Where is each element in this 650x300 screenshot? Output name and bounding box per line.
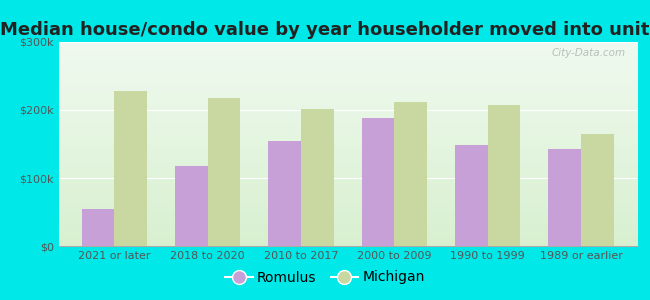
Bar xyxy=(301,109,333,246)
Bar xyxy=(175,166,208,246)
Bar xyxy=(488,105,521,246)
Text: Median house/condo value by year householder moved into unit: Median house/condo value by year househo… xyxy=(0,21,650,39)
Bar xyxy=(362,118,395,246)
Bar xyxy=(581,134,614,246)
Bar xyxy=(455,146,488,246)
Bar xyxy=(208,98,240,246)
Legend: Romulus, Michigan: Romulus, Michigan xyxy=(220,265,430,290)
Bar xyxy=(82,208,114,246)
Bar xyxy=(114,91,147,246)
Bar xyxy=(395,102,427,246)
Text: City-Data.com: City-Data.com xyxy=(551,48,625,58)
Bar xyxy=(549,149,581,246)
Bar xyxy=(268,141,301,246)
